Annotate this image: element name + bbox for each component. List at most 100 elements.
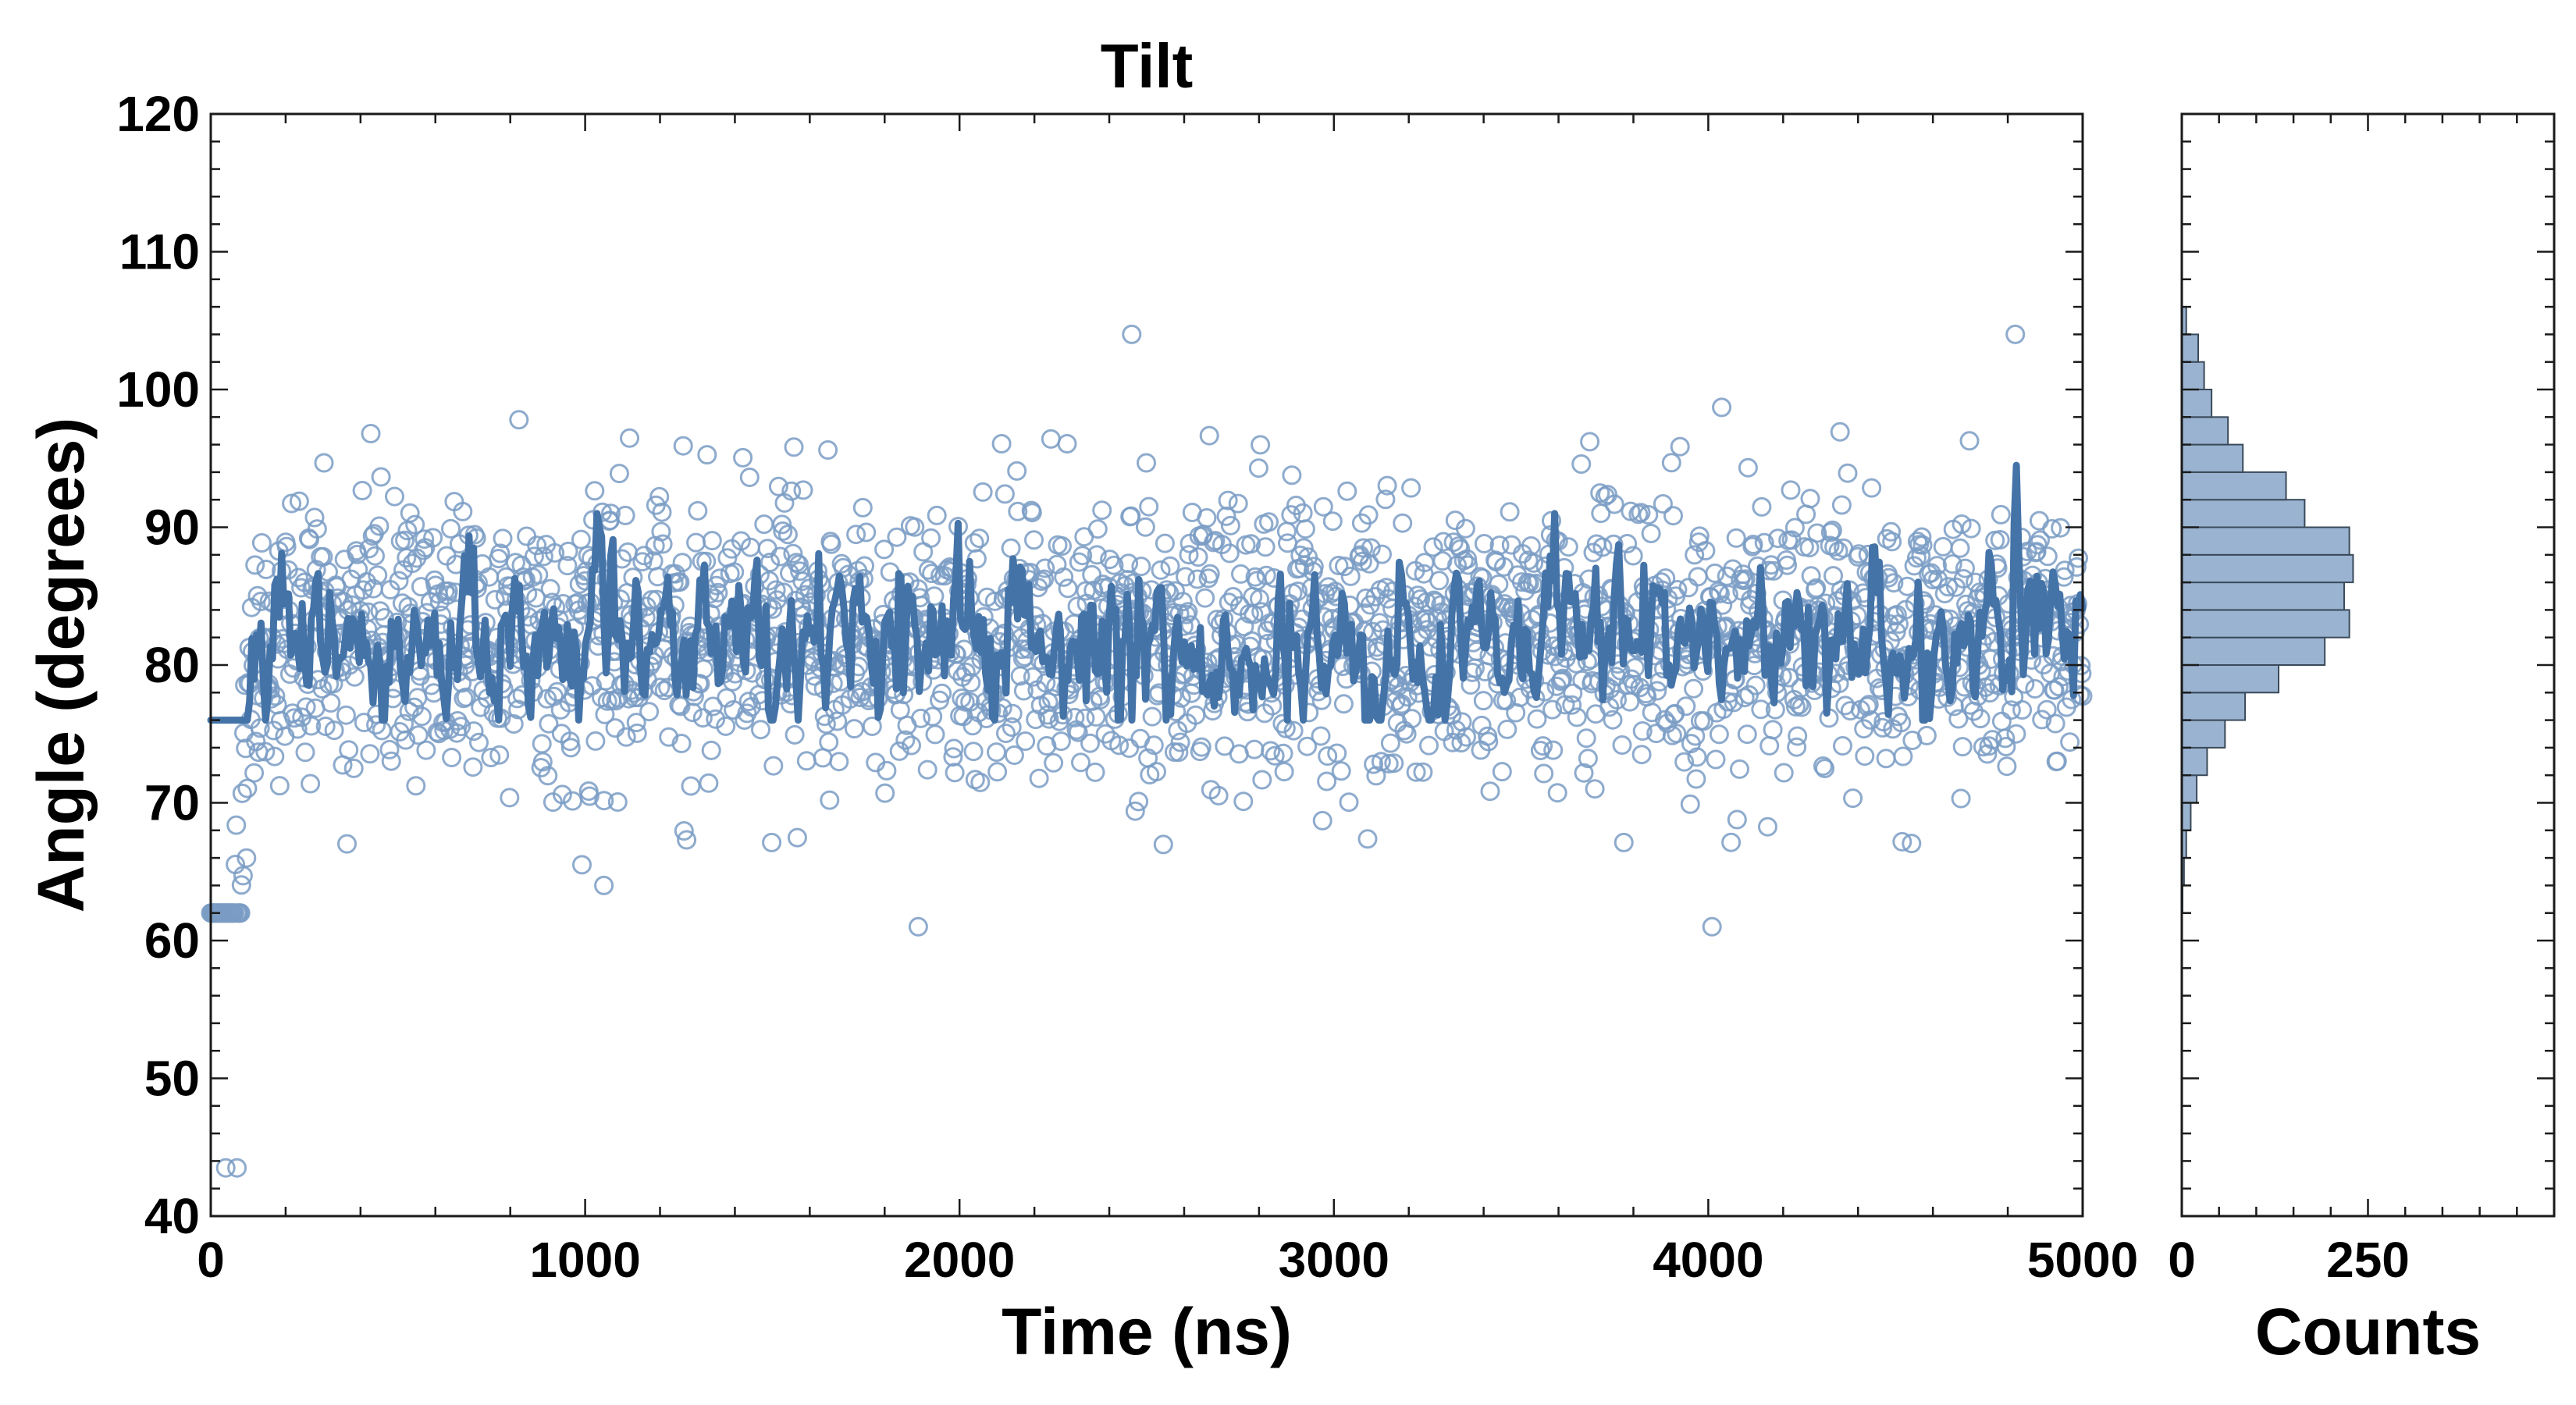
scatter-point bbox=[1413, 762, 1433, 782]
scatter-point bbox=[1274, 762, 1294, 782]
scatter-point bbox=[1833, 736, 1852, 756]
scatter-point bbox=[1317, 771, 1337, 791]
scatter-point bbox=[601, 503, 621, 524]
scatter-point bbox=[1857, 696, 1877, 717]
scatter-point bbox=[877, 760, 897, 781]
scatter-point bbox=[343, 758, 364, 778]
scatter-point bbox=[1718, 585, 1738, 605]
scatter-point bbox=[236, 738, 256, 759]
scatter-point bbox=[1604, 494, 1624, 514]
scatter-point bbox=[579, 786, 600, 806]
scatter-point bbox=[527, 535, 547, 556]
scatter-point bbox=[1904, 556, 1924, 576]
scatter-point bbox=[354, 713, 374, 733]
scatter-point bbox=[1380, 733, 1400, 753]
scatter-point bbox=[994, 484, 1015, 504]
scatter-point bbox=[1200, 564, 1220, 584]
scatter-point bbox=[1024, 530, 1044, 550]
scatter-point bbox=[560, 731, 580, 752]
scatter-point bbox=[1039, 709, 1059, 729]
scatter-point bbox=[1663, 506, 1683, 526]
main-plot-ticks bbox=[209, 112, 2084, 1218]
scatter-point bbox=[2030, 530, 2050, 550]
scatter-point bbox=[1100, 550, 1120, 570]
y-tick-label: 70 bbox=[144, 775, 200, 831]
scatter-point bbox=[301, 774, 321, 794]
scatter-point bbox=[1091, 689, 1111, 710]
scatter-point bbox=[1824, 537, 1845, 557]
scatter-point bbox=[692, 708, 713, 728]
scatter-point bbox=[1558, 537, 1578, 557]
scatter-point bbox=[887, 527, 907, 547]
scatter-point bbox=[649, 486, 670, 507]
scatter-point bbox=[1784, 518, 1805, 538]
scatter-point bbox=[1655, 710, 1675, 730]
scatter-point bbox=[821, 534, 841, 554]
scatter-point bbox=[1737, 724, 1757, 745]
histogram-bar bbox=[2181, 746, 2208, 777]
scatter-point bbox=[1450, 539, 1471, 559]
histogram-bar bbox=[2181, 692, 2247, 721]
histogram-tick-labels: 0 250 bbox=[2168, 1232, 2410, 1288]
scatter-point bbox=[269, 776, 290, 796]
scatter-point bbox=[1179, 545, 1199, 565]
scatter-point bbox=[1881, 521, 1902, 542]
scatter-point bbox=[1951, 788, 1971, 809]
scatter-point bbox=[568, 592, 588, 613]
scatter-point bbox=[2001, 700, 2021, 720]
scatter-point bbox=[1709, 724, 1729, 745]
scatter-point bbox=[1501, 535, 1521, 555]
scatter-point bbox=[1244, 739, 1265, 759]
scatter-point bbox=[1252, 770, 1272, 790]
scatter-point bbox=[304, 507, 325, 528]
scatter-point bbox=[650, 678, 671, 698]
scatter-point bbox=[1807, 523, 1827, 543]
scatter-point bbox=[1335, 557, 1354, 577]
scatter-point bbox=[1777, 555, 1798, 575]
scatter-point bbox=[1416, 592, 1436, 612]
scatter-point bbox=[963, 742, 984, 762]
scatter-point bbox=[1241, 534, 1261, 554]
scatter-point bbox=[1095, 724, 1115, 744]
x-axis-label: Time (ns) bbox=[1002, 1295, 1292, 1368]
scatter-point bbox=[1574, 763, 1594, 783]
scatter-point bbox=[1661, 453, 1681, 473]
histogram-ticks bbox=[2180, 112, 2554, 1218]
scatter-point bbox=[400, 503, 420, 523]
scatter-point bbox=[1623, 546, 1643, 566]
scatter-point bbox=[244, 763, 265, 783]
scatter-point bbox=[1228, 493, 1248, 514]
scatter-point bbox=[385, 486, 404, 507]
scatter-point bbox=[875, 783, 895, 803]
scatter-point bbox=[1952, 737, 1973, 757]
scatter-point bbox=[1631, 503, 1651, 523]
scatter-point bbox=[1801, 566, 1821, 586]
scatter-point bbox=[538, 766, 558, 786]
scatter-point bbox=[1474, 534, 1494, 553]
scatter-point bbox=[1942, 554, 1962, 574]
scatter-point bbox=[796, 751, 817, 771]
running-average-line bbox=[207, 461, 2087, 724]
scatter-point bbox=[905, 517, 925, 537]
scatter-point bbox=[781, 481, 802, 501]
scatter-point bbox=[973, 482, 993, 502]
scatter-point bbox=[594, 875, 614, 895]
scatter-point bbox=[970, 528, 990, 549]
scatter-point bbox=[237, 848, 257, 868]
scatter-point bbox=[793, 480, 813, 500]
scatter-point bbox=[406, 776, 426, 796]
scatter-point bbox=[1751, 699, 1771, 720]
scatter-point bbox=[1959, 431, 1980, 451]
scatter-point bbox=[336, 705, 356, 725]
scatter-point bbox=[539, 713, 559, 734]
scatter-point bbox=[943, 747, 963, 767]
scatter-point bbox=[1702, 916, 1722, 937]
scatter-point bbox=[1231, 564, 1251, 584]
scatter-point bbox=[2045, 713, 2065, 734]
scatter-point bbox=[1401, 478, 1421, 498]
scatter-point bbox=[1752, 496, 1772, 517]
scatter-point bbox=[1455, 518, 1475, 539]
scatter-point bbox=[651, 521, 671, 542]
scatter-point bbox=[1598, 485, 1617, 505]
scatter-point bbox=[532, 734, 552, 754]
